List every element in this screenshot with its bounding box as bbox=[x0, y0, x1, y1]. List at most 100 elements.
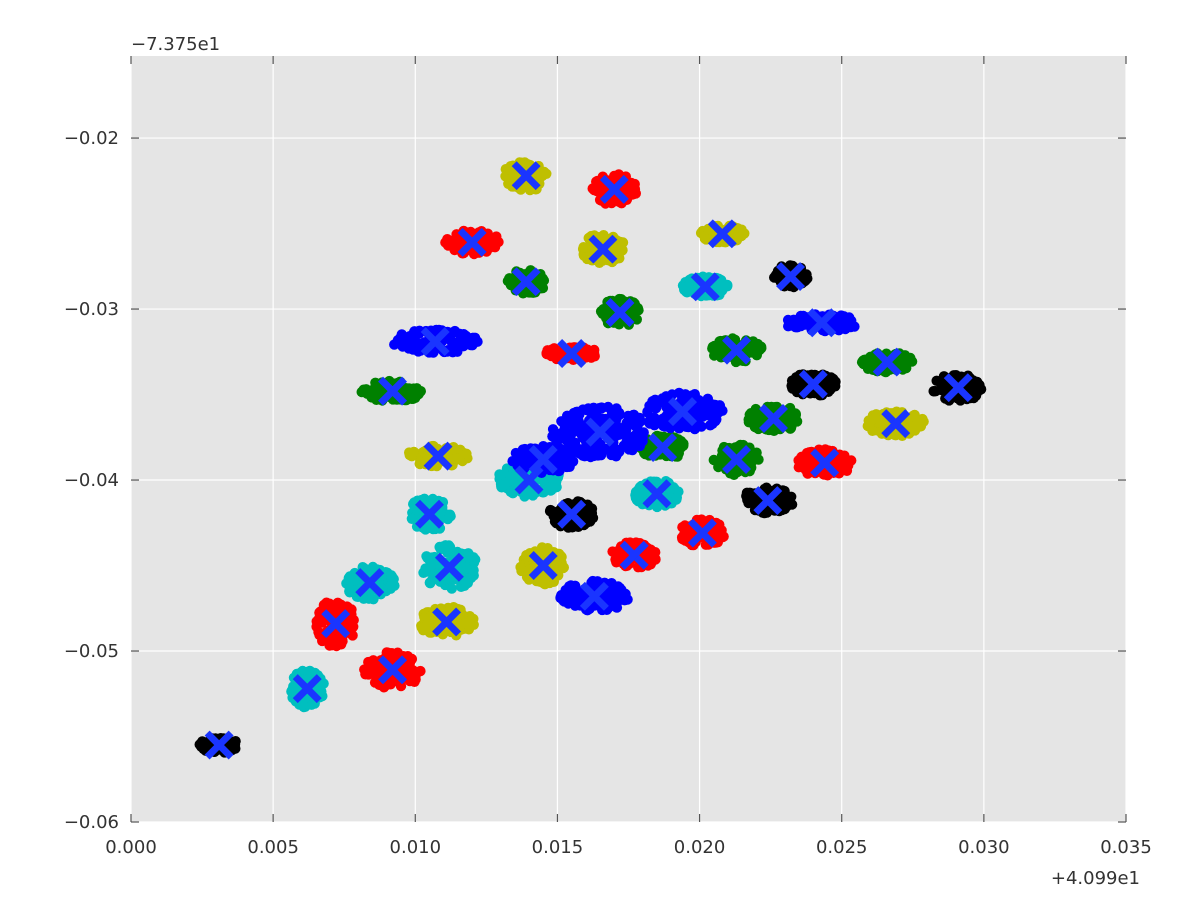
centroid-marker bbox=[619, 540, 649, 570]
x-tick-label: 0.020 bbox=[674, 837, 726, 858]
centroid-marker bbox=[668, 397, 697, 427]
data-point bbox=[863, 415, 875, 427]
data-point bbox=[826, 383, 837, 394]
data-point bbox=[844, 312, 855, 323]
centroid-stroke bbox=[759, 404, 788, 433]
cluster-points bbox=[359, 647, 426, 693]
data-point bbox=[445, 327, 457, 338]
data-point bbox=[614, 593, 625, 604]
data-point bbox=[563, 448, 575, 459]
centroid-stroke bbox=[599, 174, 629, 204]
centroid-stroke bbox=[511, 161, 541, 191]
data-point bbox=[416, 622, 427, 633]
centroid-marker bbox=[585, 417, 615, 447]
centroid-stroke bbox=[722, 445, 752, 474]
centroid-marker bbox=[423, 441, 453, 471]
data-point bbox=[453, 336, 464, 348]
data-point bbox=[579, 425, 590, 437]
data-point bbox=[699, 233, 710, 244]
data-point bbox=[324, 598, 335, 609]
data-point bbox=[673, 387, 685, 399]
centroid-marker bbox=[798, 369, 828, 399]
centroid-marker bbox=[648, 433, 678, 463]
centroid-marker bbox=[557, 339, 587, 368]
data-point bbox=[744, 409, 756, 420]
centroid-stroke bbox=[810, 448, 840, 478]
data-point bbox=[898, 359, 909, 370]
centroid-stroke bbox=[690, 272, 720, 302]
data-point bbox=[657, 393, 668, 404]
data-point bbox=[633, 430, 644, 442]
y-tick-label: −0.03 bbox=[64, 299, 119, 320]
centroid-marker bbox=[511, 267, 541, 297]
data-point bbox=[225, 739, 236, 750]
data-point bbox=[507, 273, 518, 284]
data-point bbox=[743, 417, 755, 428]
data-point bbox=[424, 577, 435, 588]
data-point bbox=[582, 499, 593, 510]
data-point bbox=[613, 409, 625, 421]
data-point bbox=[614, 293, 625, 305]
data-point bbox=[408, 327, 419, 339]
data-point bbox=[434, 541, 445, 553]
data-point bbox=[367, 561, 379, 573]
centroid-stroke bbox=[557, 499, 587, 529]
centroid-marker bbox=[528, 445, 558, 474]
centroid-marker bbox=[292, 674, 322, 704]
centroid-stroke bbox=[415, 499, 444, 529]
data-point bbox=[585, 451, 596, 463]
data-point bbox=[415, 339, 426, 350]
data-point bbox=[779, 485, 790, 497]
centroid-marker bbox=[378, 655, 408, 685]
centroid-stroke bbox=[619, 540, 649, 570]
centroid-marker bbox=[415, 499, 444, 529]
data-point bbox=[611, 557, 622, 568]
centroid-marker bbox=[355, 568, 385, 598]
centroid-marker bbox=[807, 308, 837, 338]
centroid-marker bbox=[687, 518, 717, 548]
data-point bbox=[772, 271, 783, 282]
y-tick-label: −0.05 bbox=[64, 641, 119, 662]
data-point bbox=[297, 698, 309, 709]
centroid-stroke bbox=[528, 445, 558, 474]
data-point bbox=[603, 593, 614, 604]
data-point bbox=[465, 620, 477, 631]
data-point bbox=[928, 386, 939, 397]
data-point bbox=[578, 242, 589, 253]
data-point bbox=[648, 412, 660, 423]
data-point bbox=[649, 401, 660, 412]
data-point bbox=[800, 452, 812, 463]
data-point bbox=[336, 639, 347, 650]
x-tick-label: 0.015 bbox=[532, 837, 584, 858]
centroid-stroke bbox=[642, 479, 672, 509]
y-axis-offset-label: −7.375e1 bbox=[131, 34, 220, 55]
centroid-marker bbox=[457, 227, 487, 257]
y-tick-label: −0.02 bbox=[64, 128, 119, 149]
data-point bbox=[752, 422, 764, 433]
data-point bbox=[585, 512, 596, 523]
data-point bbox=[517, 454, 528, 465]
centroid-stroke bbox=[204, 730, 234, 760]
data-point bbox=[565, 582, 576, 594]
centroid-stroke bbox=[687, 518, 717, 548]
x-tick-label: 0.010 bbox=[390, 837, 442, 858]
data-point bbox=[746, 493, 757, 504]
data-point bbox=[588, 348, 600, 359]
data-point bbox=[387, 580, 398, 592]
data-point bbox=[610, 601, 622, 613]
data-point bbox=[707, 343, 718, 354]
centroid-stroke bbox=[321, 609, 351, 639]
x-tick-label: 0.025 bbox=[816, 837, 868, 858]
data-point bbox=[548, 348, 560, 360]
centroid-stroke bbox=[378, 655, 408, 685]
centroid-marker bbox=[557, 499, 587, 529]
centroid-stroke bbox=[514, 465, 544, 495]
data-point bbox=[931, 375, 942, 386]
data-point bbox=[909, 409, 920, 421]
centroid-stroke bbox=[753, 486, 783, 516]
data-point bbox=[671, 492, 682, 503]
data-point bbox=[788, 314, 799, 325]
data-point bbox=[517, 444, 529, 455]
centroid-stroke bbox=[528, 551, 558, 581]
